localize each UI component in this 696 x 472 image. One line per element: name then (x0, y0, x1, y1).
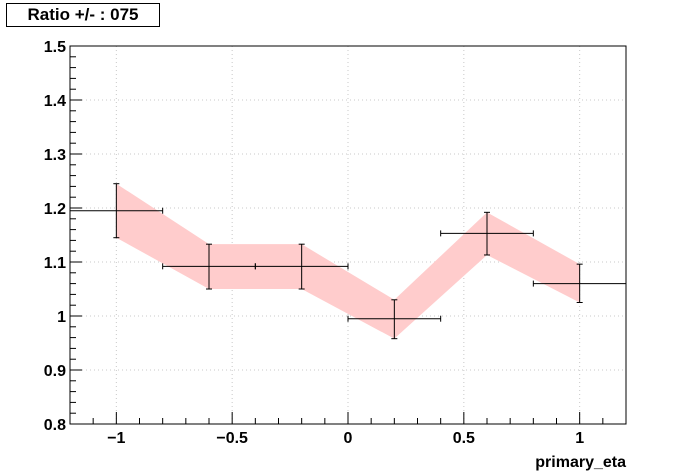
y-tick-label: 1.3 (44, 147, 66, 164)
y-tick-label: 1.4 (44, 93, 66, 110)
x-tick-label: −1 (107, 430, 125, 447)
x-tick-label: 1 (575, 430, 584, 447)
tick-labels: 0.8 0.9 1 1.1 1.2 1.3 1.4 1.5 −1 −0.5 0 0.5 1 (44, 39, 584, 447)
data-point (69, 183, 164, 239)
x-axis-label: primary_eta (535, 454, 626, 471)
x-tick-label: 0.5 (453, 430, 475, 447)
data-points (69, 183, 627, 340)
data-point (440, 211, 534, 256)
y-tick-label: 1.2 (44, 201, 66, 218)
data-point (532, 263, 627, 303)
y-tick-label: 1.1 (44, 255, 66, 272)
x-tick-label: 0 (344, 430, 353, 447)
x-tick-label: −0.5 (216, 430, 248, 447)
data-point (347, 299, 442, 340)
axes (69, 45, 627, 425)
data-point (254, 243, 349, 290)
y-tick-label: 0.8 (44, 417, 66, 434)
y-tick-label: 1.5 (44, 39, 66, 56)
y-tick-label: 0.9 (44, 363, 66, 380)
chart-title: Ratio +/- : 075 (6, 3, 160, 27)
y-tick-label: 1 (57, 309, 66, 326)
